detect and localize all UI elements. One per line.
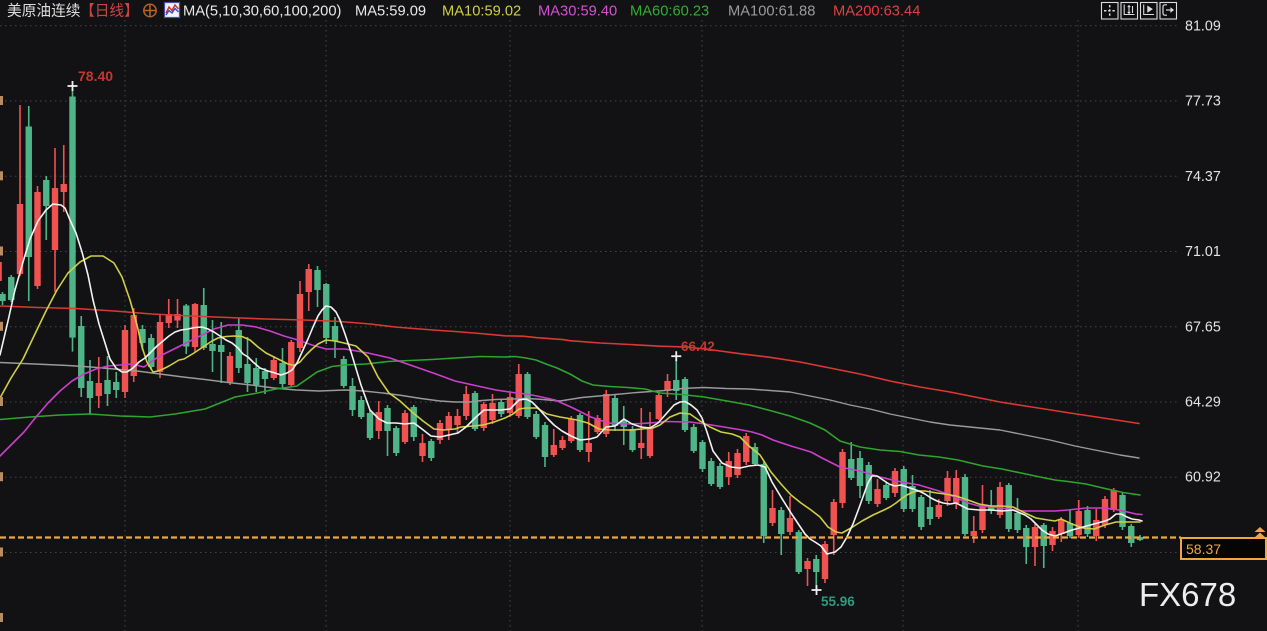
- svg-text:77.73: 77.73: [1185, 94, 1221, 110]
- svg-text:55.96: 55.96: [821, 594, 855, 609]
- svg-text:67.65: 67.65: [1185, 319, 1221, 335]
- svg-text:78.40: 78.40: [78, 68, 113, 84]
- svg-text:FX678: FX678: [1139, 576, 1236, 613]
- svg-text:MA30:59.40: MA30:59.40: [538, 4, 617, 20]
- svg-text:MA5:59.09: MA5:59.09: [355, 4, 426, 20]
- svg-text:66.42: 66.42: [681, 339, 715, 354]
- svg-text:81.09: 81.09: [1185, 18, 1221, 34]
- svg-text:MA60:60.23: MA60:60.23: [630, 4, 709, 20]
- svg-text:MA10:59.02: MA10:59.02: [442, 4, 521, 20]
- svg-text:【日线】: 【日线】: [80, 3, 139, 20]
- svg-text:MA(5,10,30,60,100,200): MA(5,10,30,60,100,200): [183, 4, 341, 20]
- svg-text:60.92: 60.92: [1185, 470, 1221, 486]
- svg-text:64.29: 64.29: [1185, 395, 1221, 411]
- svg-text:74.37: 74.37: [1185, 169, 1221, 185]
- svg-text:MA100:61.88: MA100:61.88: [728, 4, 815, 20]
- svg-text:美原油连续: 美原油连续: [7, 3, 81, 20]
- svg-text:71.01: 71.01: [1185, 244, 1221, 260]
- svg-text:58.37: 58.37: [1186, 541, 1221, 557]
- svg-text:MA200:63.44: MA200:63.44: [833, 4, 920, 20]
